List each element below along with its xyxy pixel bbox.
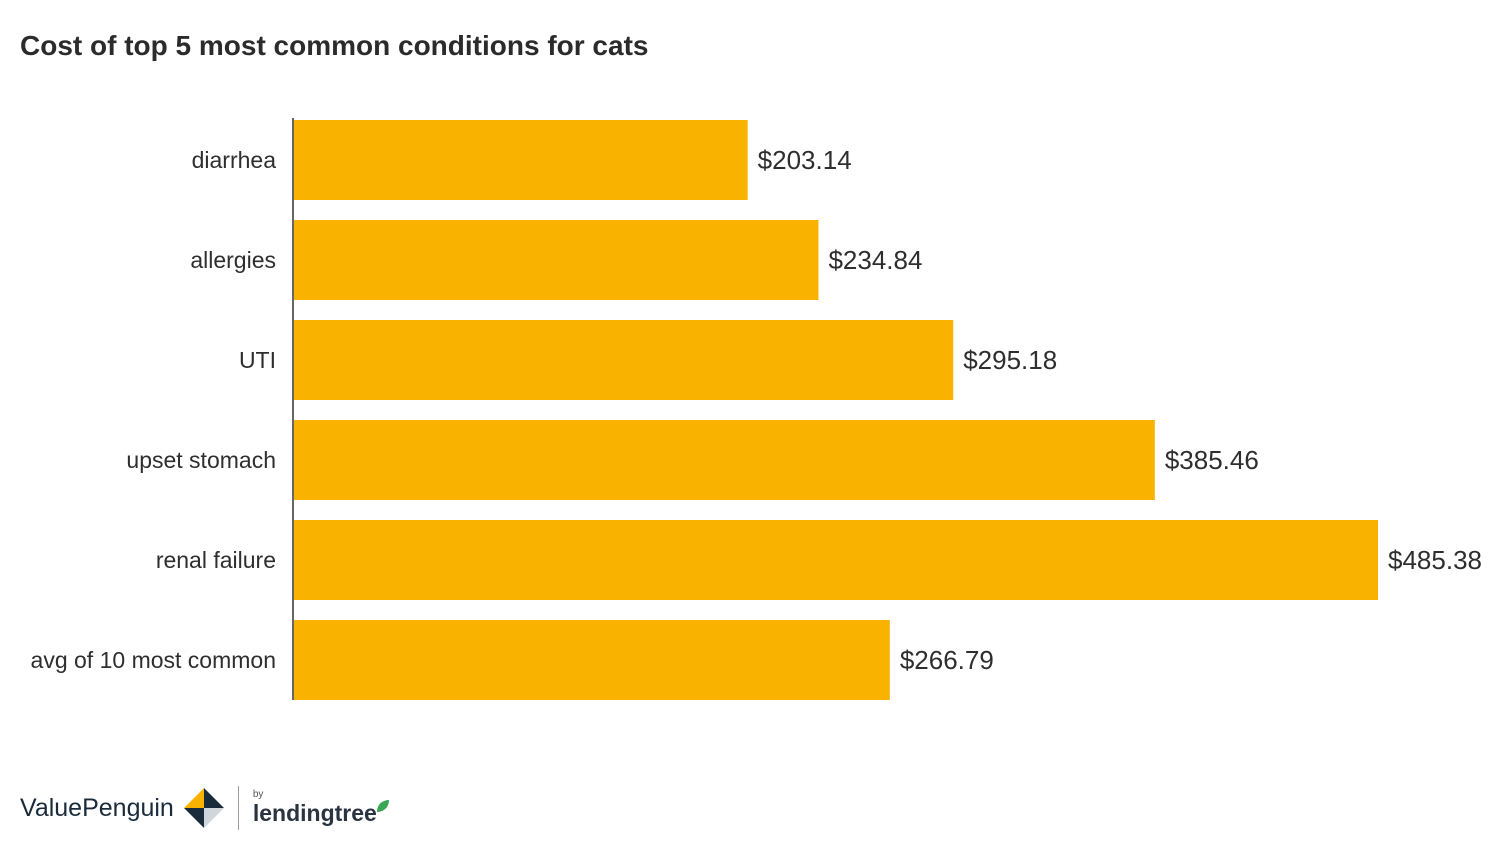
value-label: $485.38 — [1388, 545, 1482, 575]
leaf-icon — [376, 800, 389, 812]
value-label: $385.46 — [1165, 445, 1259, 475]
category-labels: diarrhea allergies UTI upset stomach renal f… — [31, 147, 277, 673]
footer-logos: ValuePenguin by lendingtree — [20, 780, 391, 836]
chart-title: Cost of top 5 most common conditions for… — [20, 30, 649, 61]
category-label: diarrhea — [192, 147, 277, 173]
bar-0 — [294, 120, 748, 200]
bar-5 — [294, 620, 890, 700]
value-label: $203.14 — [758, 145, 852, 175]
logo-divider — [237, 786, 239, 830]
lendingtree-logo: by lendingtree — [252, 788, 391, 827]
bar-3 — [294, 420, 1155, 500]
bar-2 — [294, 320, 954, 400]
bar-1 — [294, 220, 819, 300]
valuepenguin-logo-text: ValuePenguin — [20, 793, 174, 822]
value-label: $234.84 — [828, 245, 922, 275]
bar-chart: diarrhea allergies UTI upset stomach renal f… — [31, 118, 1482, 700]
value-label: $266.79 — [900, 645, 994, 675]
value-labels: $203.14 $234.84 $295.18 $385.46 $485.38 $266.… — [758, 145, 1482, 675]
bars-group — [294, 120, 1378, 700]
category-label: UTI — [239, 347, 276, 373]
valuepenguin-logo-icon — [183, 788, 224, 828]
bar-4 — [294, 520, 1378, 600]
value-label: $295.18 — [963, 345, 1057, 375]
category-label: allergies — [190, 247, 276, 273]
category-label: avg of 10 most common — [31, 647, 276, 673]
category-label: renal failure — [156, 547, 276, 573]
lendingtree-logo-text: lendingtree — [252, 799, 377, 826]
category-label: upset stomach — [126, 447, 276, 473]
by-label: by — [252, 788, 264, 800]
